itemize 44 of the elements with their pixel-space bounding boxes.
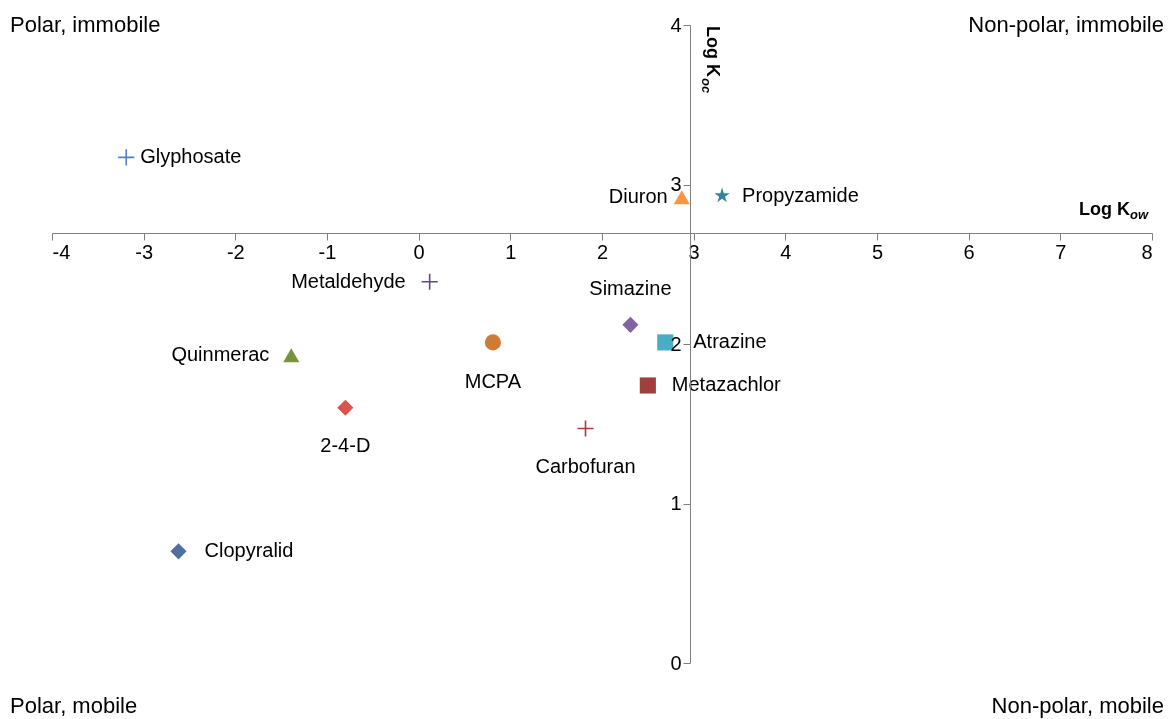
x-tick-label: 0 — [413, 240, 425, 263]
point — [622, 316, 639, 333]
point — [337, 399, 354, 416]
point — [639, 377, 656, 394]
series-label: Clopyralid — [204, 539, 294, 562]
text: Polar, mobile — [10, 693, 138, 718]
x-tick-label: 1 — [505, 240, 517, 263]
series-label: Diuron — [608, 185, 668, 208]
series-label: Metaldehyde — [291, 269, 406, 292]
text: Non-polar, mobile — [991, 693, 1164, 718]
y-axis-title: Log Koc — [699, 26, 723, 94]
x-tick-label: 5 — [871, 240, 884, 263]
y-tick-label: 4 — [670, 13, 682, 36]
point — [484, 334, 501, 351]
x-tick-label: -4 — [52, 240, 71, 263]
x-tick-label: -2 — [226, 240, 245, 263]
series-label: Propyzamide — [742, 183, 859, 206]
series-label: MCPA — [464, 370, 522, 393]
point — [283, 348, 300, 363]
x-tick-label: 4 — [780, 240, 792, 263]
point — [576, 419, 595, 438]
annotation: Non-polar, immobile — [968, 12, 1164, 37]
series-label: Atrazine — [693, 330, 767, 353]
annotation: Polar, immobile — [10, 12, 161, 37]
x-tick-label: 2 — [596, 240, 609, 263]
series-label: Glyphosate — [140, 145, 242, 168]
x-tick-label: -1 — [318, 240, 337, 263]
x-tick-label: 6 — [963, 240, 975, 263]
x-tick-label: -3 — [135, 240, 154, 263]
series-label: Metazachlor — [671, 373, 782, 396]
x-tick-label: 7 — [1055, 240, 1067, 263]
series-label: 2-4-D — [320, 433, 371, 456]
point — [673, 190, 690, 205]
series-label: Simazine — [589, 276, 672, 299]
point — [420, 272, 439, 291]
x-tick-label: 8 — [1141, 240, 1153, 263]
y-tick-label: 1 — [670, 492, 682, 514]
series-label: Carbofuran — [535, 454, 636, 477]
point — [117, 148, 136, 167]
y-tick-label: 0 — [670, 651, 682, 674]
point — [170, 543, 187, 560]
point — [714, 187, 730, 203]
y-tick-label: 3 — [670, 173, 682, 195]
series-label: Quinmerac — [171, 343, 270, 366]
